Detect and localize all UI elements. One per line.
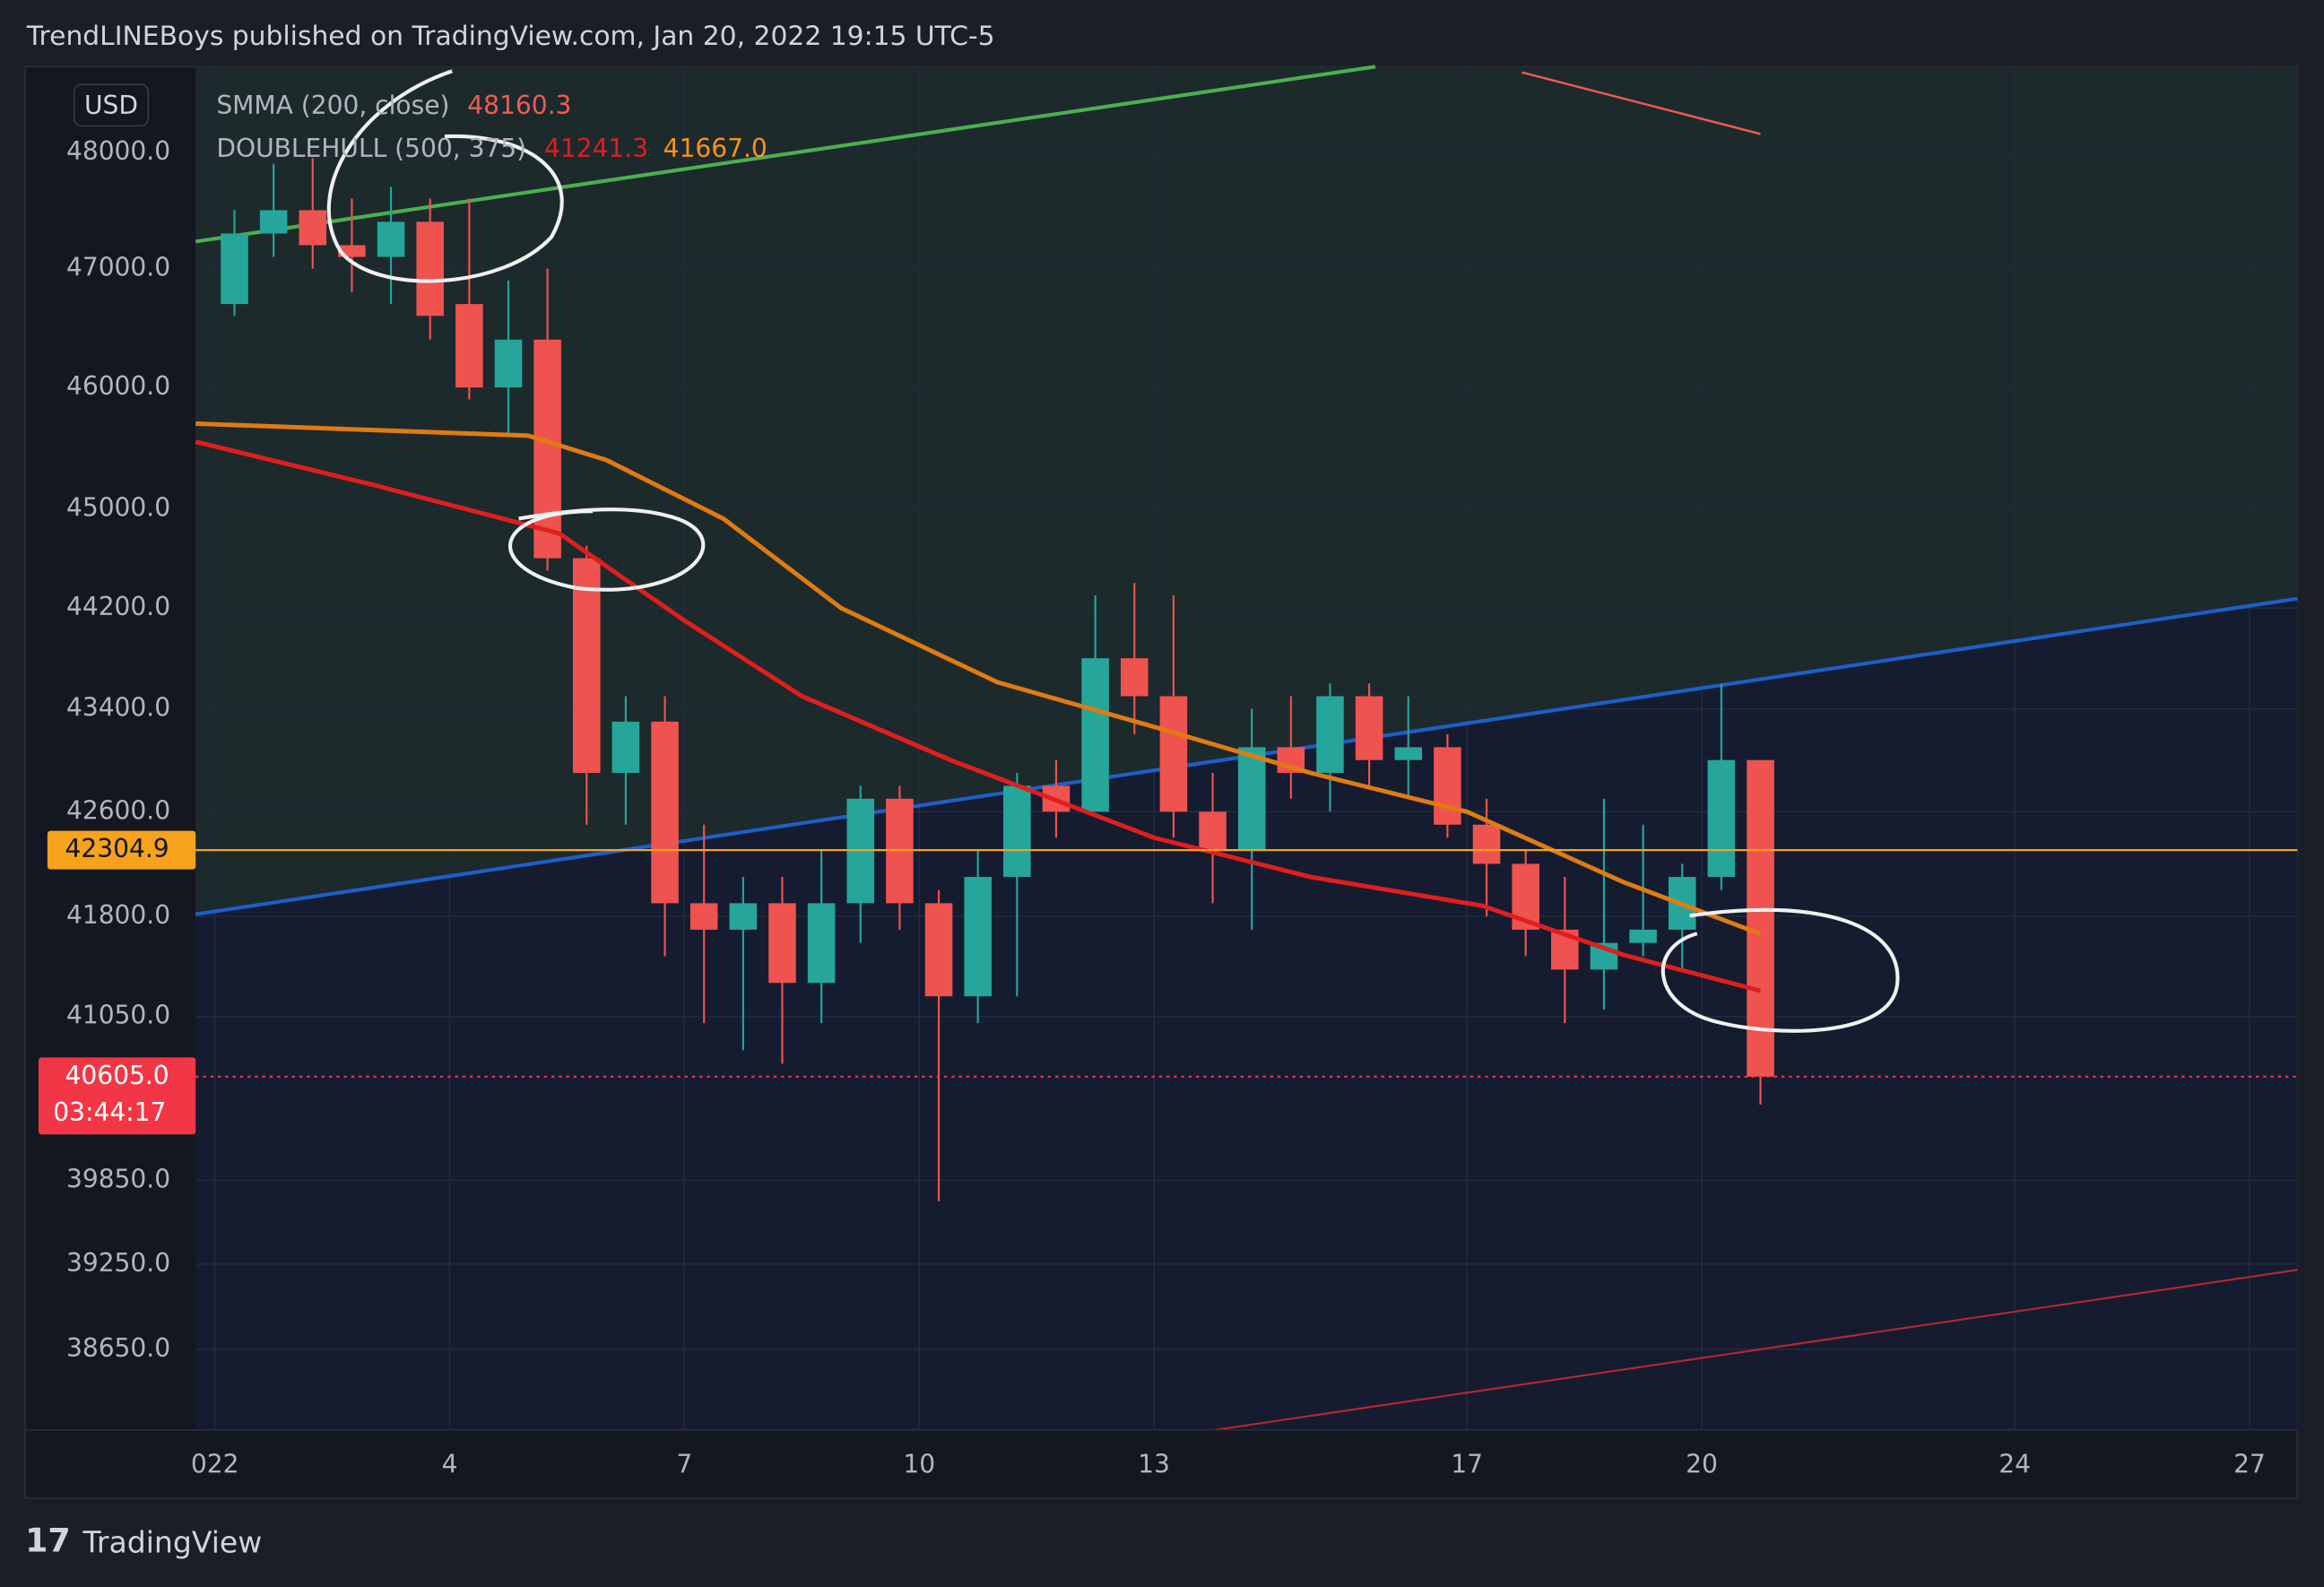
- candle-body: [494, 339, 523, 388]
- y-tick-label: 41800.0: [66, 900, 170, 930]
- x-tick-label: 10: [903, 1449, 935, 1479]
- candle-body: [729, 903, 758, 930]
- legend-name: SMMA (200, close): [216, 91, 449, 120]
- candle-body: [1081, 658, 1109, 812]
- candle-body: [1394, 747, 1422, 760]
- y-tick-label: 44200.0: [66, 592, 170, 621]
- candle-body: [221, 233, 248, 305]
- hand-circle: [326, 69, 564, 283]
- indicator-line: [1522, 71, 1761, 135]
- candle-body: [377, 221, 405, 257]
- y-tick-label: 47000.0: [66, 253, 170, 282]
- candle-body: [259, 210, 288, 234]
- x-tick-label: 13: [1138, 1449, 1170, 1479]
- price-label: 40605.0: [65, 1061, 169, 1090]
- candle-body: [1629, 929, 1657, 943]
- candle-body: [611, 721, 640, 774]
- price-label: 42304.9: [65, 834, 169, 863]
- y-tick-label: 42600.0: [66, 795, 170, 825]
- candle-body: [299, 210, 327, 246]
- x-tick-label: 27: [2233, 1449, 2266, 1479]
- candle-body: [964, 877, 992, 997]
- price-label-box: [38, 1057, 196, 1135]
- y-tick-label: 41050.0: [66, 1001, 170, 1030]
- channel-fill: [195, 66, 2298, 915]
- candle-body: [651, 721, 679, 904]
- indicator-line: [195, 421, 1762, 936]
- x-tick-label: 4: [442, 1449, 458, 1479]
- hand-circle: [1661, 907, 1900, 1033]
- x-tick-label: 7: [676, 1449, 692, 1479]
- y-tick-label: 48000.0: [66, 136, 170, 166]
- candle-body: [807, 903, 836, 984]
- legend-value: 41241.3: [544, 134, 648, 163]
- x-tick-label: 022: [191, 1449, 239, 1479]
- candle-body: [533, 339, 561, 559]
- price-label-box: [47, 830, 196, 870]
- x-tick-label: 20: [1686, 1449, 1718, 1479]
- candle-body: [924, 903, 953, 997]
- candle-body: [1159, 696, 1188, 812]
- candle-body: [416, 221, 444, 317]
- candle-body: [1355, 696, 1383, 760]
- candle-body: [1003, 785, 1031, 878]
- y-tick-label: 43400.0: [66, 693, 170, 723]
- header: TrendLINEBoys published on TradingView.c…: [26, 21, 995, 52]
- y-tick-label: 46000.0: [66, 371, 170, 401]
- candle-body: [1434, 747, 1461, 825]
- candle-body: [572, 558, 601, 774]
- candle-body: [455, 304, 483, 388]
- legend-value: 48160.3: [467, 91, 571, 120]
- currency-box: [73, 83, 150, 127]
- legend-name: DOUBLEHULL (500, 375): [216, 134, 526, 163]
- y-tick-label: 38650.0: [66, 1333, 170, 1363]
- x-tick-label: 17: [1451, 1449, 1483, 1479]
- hand-circle: [508, 507, 706, 592]
- candle-body: [1747, 759, 1774, 1077]
- currency: USD: [84, 91, 138, 120]
- candle-body: [1316, 696, 1344, 774]
- x-tick-label: 24: [1999, 1449, 2031, 1479]
- y-tick-label: 45000.0: [66, 493, 170, 523]
- countdown: 03:44:17: [53, 1097, 166, 1127]
- candle-body: [689, 903, 718, 930]
- y-tick-label: 39850.0: [66, 1164, 170, 1193]
- candle-body: [1237, 747, 1266, 851]
- annotations: [326, 69, 1900, 1033]
- trendline: [195, 65, 1376, 244]
- logo-mark: 17: [25, 1521, 71, 1559]
- trendline: [1215, 1269, 2298, 1431]
- candle-body: [768, 903, 796, 984]
- marks: [195, 71, 2298, 1201]
- candle-body: [1707, 759, 1736, 878]
- footer-brand: TradingView: [82, 1525, 263, 1560]
- legend-value: 41667.0: [663, 134, 767, 163]
- y-tick-label: 39250.0: [66, 1248, 170, 1278]
- legend: SMMA (200, close) 48160.3 DOUBLEHULL (500,…: [216, 91, 767, 163]
- labels: 48000.0 47000.0 46000.0 45000.0 44200.0 43400…: [38, 136, 2266, 1479]
- candle-body: [1199, 811, 1227, 851]
- candle-body: [1472, 824, 1501, 864]
- candle-body: [1120, 658, 1149, 697]
- indicator-line: [195, 439, 1762, 993]
